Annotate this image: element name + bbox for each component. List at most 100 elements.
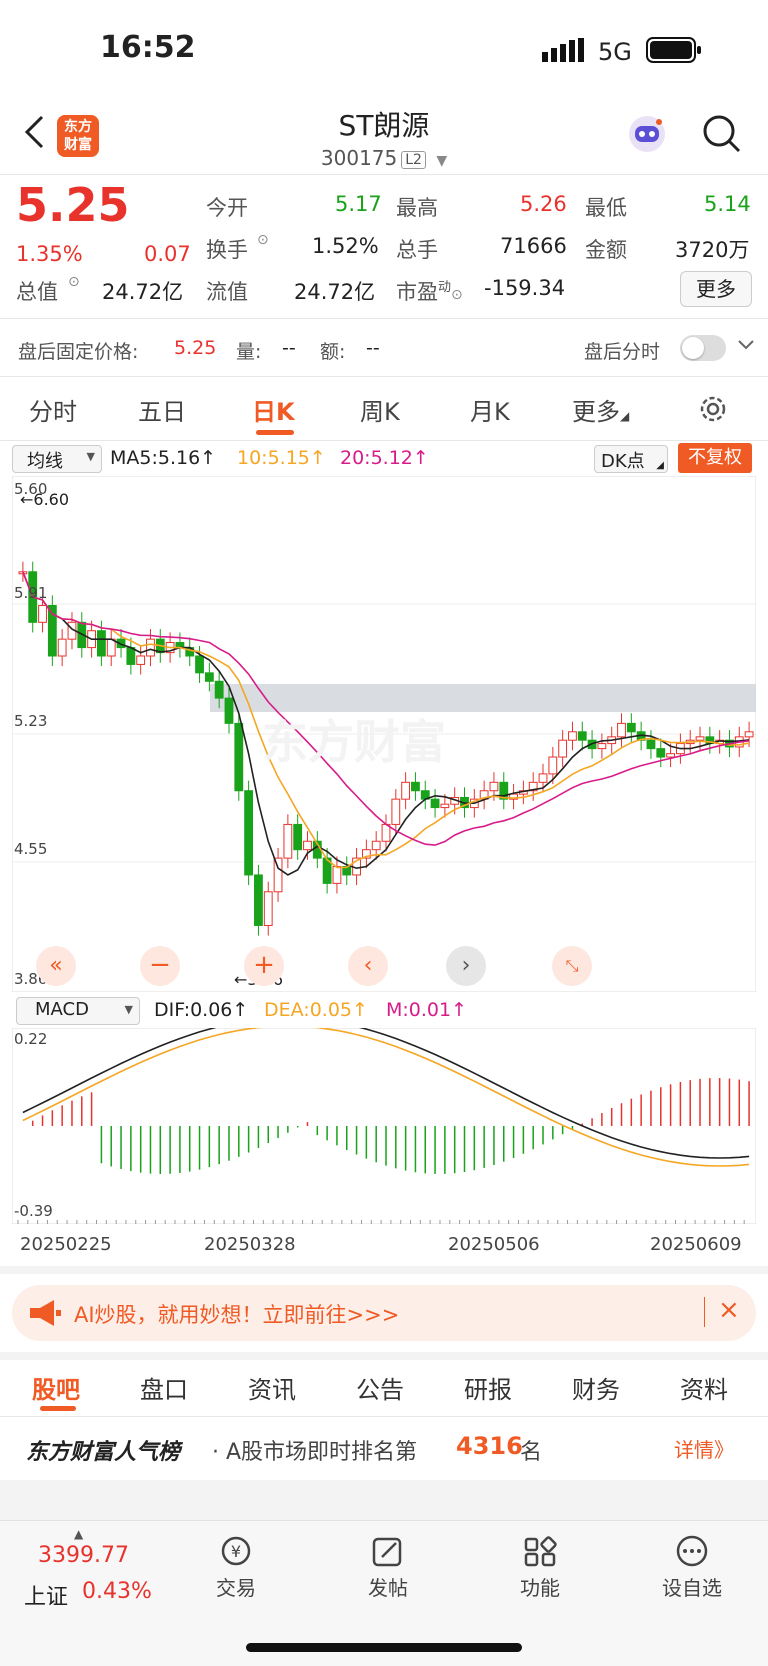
- dea-line: [22, 1025, 750, 1167]
- popularity-row[interactable]: 东方财富人气榜 · A股市场即时排名第 4316 名 详情》: [0, 1418, 768, 1480]
- tab-intraday[interactable]: 分时: [29, 398, 77, 426]
- chevron-down-icon[interactable]: [736, 335, 756, 359]
- settings-gear-icon[interactable]: [698, 394, 728, 428]
- nav-trade[interactable]: ¥ 交易: [206, 1535, 266, 1601]
- dea-legend: DEA:0.05↑: [264, 999, 368, 1021]
- info-icon[interactable]: ⊙: [68, 274, 80, 290]
- index-name[interactable]: 上证: [24, 1585, 69, 1610]
- search-icon[interactable]: [702, 114, 742, 158]
- tab-research[interactable]: 研报: [464, 1376, 512, 1404]
- high-value: 5.26: [520, 192, 567, 216]
- candle-body: [411, 781, 420, 792]
- section-gap: [0, 1266, 768, 1274]
- section-gap: [0, 1480, 768, 1520]
- nav-add-watchlist[interactable]: 设自选: [652, 1535, 732, 1601]
- index-change[interactable]: 0.43%: [82, 1579, 152, 1604]
- candle-body: [361, 849, 371, 859]
- tab-pankou[interactable]: 盘口: [140, 1376, 188, 1404]
- popularity-detail-link[interactable]: 详情》: [674, 1438, 734, 1462]
- network-type: 5G: [598, 38, 632, 66]
- candle-body: [489, 781, 499, 792]
- stock-code-row[interactable]: 300175 L2 ▼: [0, 146, 768, 170]
- macd-select[interactable]: MACD ▼: [16, 997, 140, 1025]
- level-badge: L2: [401, 150, 426, 169]
- tab-daily-k[interactable]: 日K: [252, 398, 295, 426]
- nav-functions[interactable]: 功能: [510, 1535, 570, 1601]
- candle-body: [57, 638, 67, 657]
- ai-promo-banner[interactable]: AI炒股，就用妙想！立即前往>>> ×: [12, 1285, 756, 1341]
- candle-body: [332, 866, 342, 884]
- candle-body: [214, 680, 224, 699]
- candle-body: [47, 604, 57, 657]
- y-label-4: 4.55: [14, 840, 48, 858]
- tab-announcement[interactable]: 公告: [356, 1376, 404, 1404]
- candle-body: [666, 753, 675, 758]
- candle-body: [224, 697, 234, 724]
- tab-finance[interactable]: 财务: [572, 1376, 620, 1404]
- close-icon[interactable]: ×: [718, 1295, 740, 1325]
- candle-body: [234, 722, 244, 792]
- fullscreen-button[interactable]: ⤡: [552, 946, 592, 986]
- back-button[interactable]: [22, 114, 46, 154]
- candle-body: [617, 722, 626, 738]
- megaphone-icon: [28, 1299, 62, 1331]
- after-hours-price: 5.25: [174, 337, 217, 359]
- candle-body: [106, 638, 116, 657]
- tab-news[interactable]: 资讯: [248, 1376, 296, 1404]
- nav-post[interactable]: 发帖: [358, 1535, 418, 1601]
- candle-body: [626, 722, 636, 733]
- candle-body: [656, 748, 666, 758]
- zoom-in-button[interactable]: +: [244, 946, 284, 986]
- after-hours-toggle[interactable]: [680, 335, 726, 361]
- adjust-price-button[interactable]: 不复权: [678, 443, 752, 473]
- macd-chart[interactable]: 0.22 -0.39: [11, 1017, 757, 1225]
- battery-icon: [646, 36, 702, 68]
- more-button[interactable]: 更多: [680, 271, 752, 307]
- candle-body: [509, 793, 518, 800]
- scroll-right-button[interactable]: ›: [446, 946, 486, 986]
- candle-body: [293, 823, 303, 851]
- tab-guba[interactable]: 股吧: [32, 1376, 80, 1404]
- tab-monthly-k[interactable]: 月K: [470, 398, 510, 426]
- app-logo: 东方 财富: [57, 115, 99, 157]
- popularity-rank: 4316: [456, 1432, 523, 1460]
- candle-body: [538, 773, 548, 783]
- candle-body: [195, 655, 204, 674]
- turnover-label: 换手: [206, 238, 248, 262]
- mcap-value: 24.72亿: [102, 280, 184, 304]
- index-value[interactable]: 3399.77: [38, 1543, 129, 1568]
- chevron-down-icon: ▼: [436, 153, 448, 169]
- indicator-select[interactable]: 均线 ▼: [12, 445, 102, 473]
- tab-five-day[interactable]: 五日: [138, 398, 186, 426]
- after-hours-label: 盘后固定价格:: [18, 341, 139, 363]
- tab-weekly-k[interactable]: 周K: [360, 398, 400, 426]
- candle-body: [283, 823, 293, 859]
- after-hours-bar: 盘后固定价格: 5.25 量: -- 额: -- 盘后分时: [0, 321, 768, 377]
- zoom-out-button[interactable]: −: [140, 946, 180, 986]
- candle-body: [136, 655, 146, 665]
- volume-value: 71666: [500, 234, 567, 258]
- ma20-legend: 20:5.12↑: [340, 447, 429, 469]
- pe-value: -159.34: [484, 276, 566, 300]
- amount-label: 金额: [585, 238, 627, 262]
- candle-body: [401, 781, 411, 800]
- popularity-text: · A股市场即时排名第: [212, 1440, 418, 1465]
- tab-more[interactable]: 更多◢: [572, 398, 630, 426]
- scroll-left-button[interactable]: ‹: [348, 946, 388, 986]
- candle-body: [528, 781, 538, 792]
- kline-chart[interactable]: 东方财富 5.60 5.91 5.23 4.55 3.86 ←6.60 ←3.8…: [12, 476, 756, 992]
- pressure-zone: [210, 684, 756, 712]
- low-label: 最低: [585, 196, 627, 220]
- stock-code: 300175: [320, 146, 398, 170]
- after-hours-amt-label: 额:: [320, 341, 346, 363]
- ai-robot-icon[interactable]: [626, 113, 668, 159]
- candle-body: [322, 857, 332, 884]
- date-label-1: 20250225: [20, 1234, 112, 1255]
- float-value: 24.72亿: [294, 280, 376, 304]
- ma10-legend: 10:5.15↑: [237, 447, 326, 469]
- candle-body: [548, 756, 558, 775]
- dk-point-button[interactable]: DK点 ◢: [594, 445, 668, 473]
- tab-profile[interactable]: 资料: [680, 1376, 728, 1404]
- scroll-left-fast-button[interactable]: «: [36, 946, 76, 986]
- info-icon[interactable]: ⊙: [257, 232, 269, 248]
